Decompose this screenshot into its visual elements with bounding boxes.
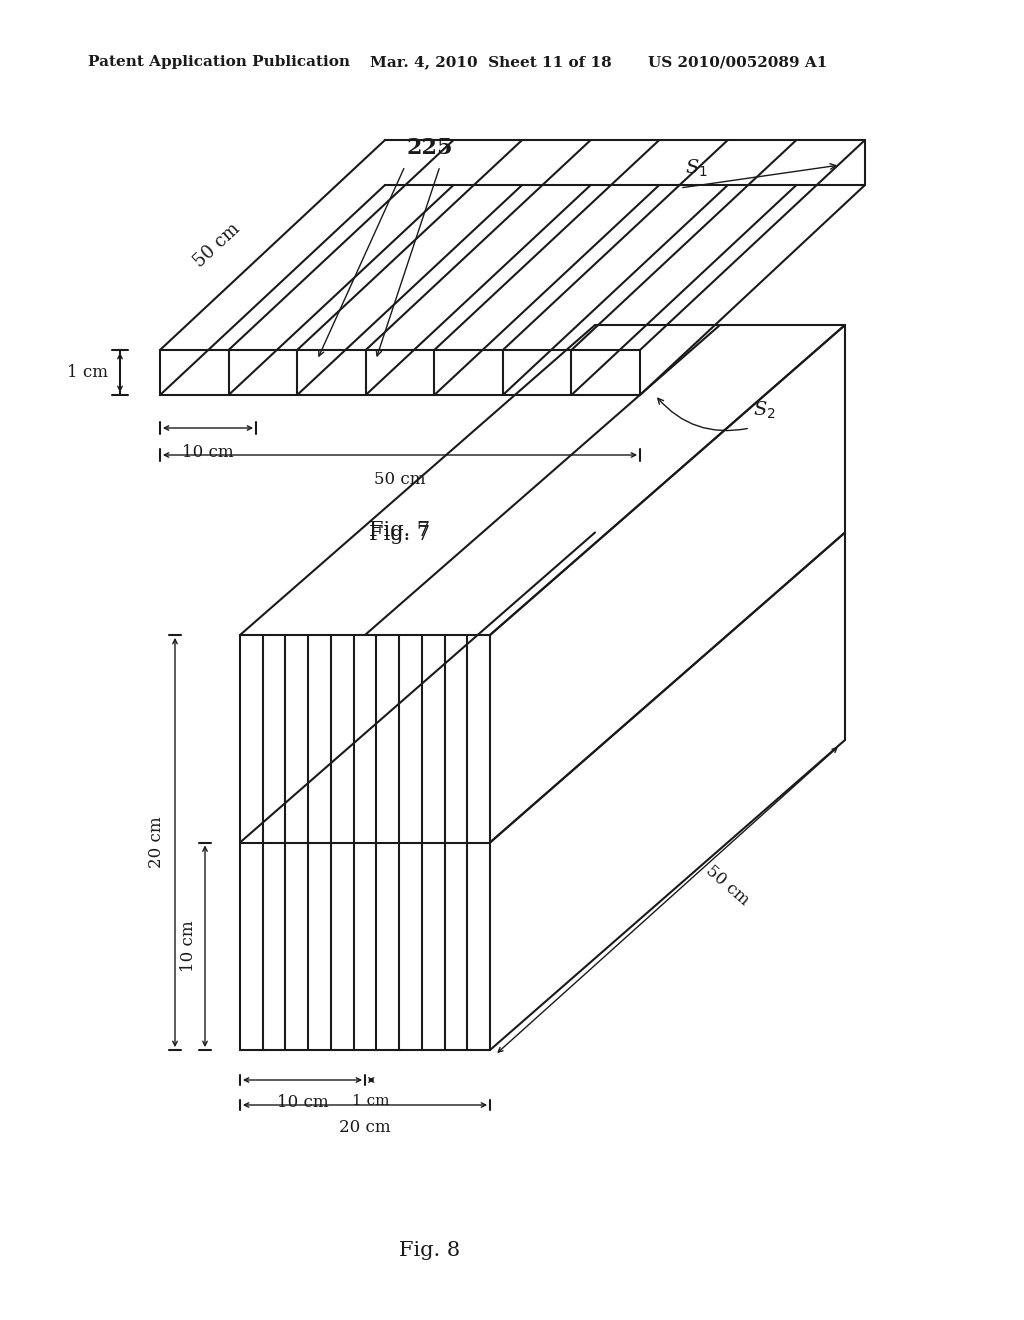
Text: Fig. 7: Fig. 7 bbox=[370, 520, 430, 540]
Text: 50 cm: 50 cm bbox=[190, 219, 244, 271]
Text: 50 cm: 50 cm bbox=[702, 862, 753, 908]
Text: 10 cm: 10 cm bbox=[276, 1094, 329, 1111]
Text: 20 cm: 20 cm bbox=[339, 1119, 391, 1137]
Text: US 2010/0052089 A1: US 2010/0052089 A1 bbox=[648, 55, 827, 69]
Text: S$_1$: S$_1$ bbox=[685, 157, 708, 178]
Text: S$_2$: S$_2$ bbox=[753, 400, 776, 421]
Text: Patent Application Publication: Patent Application Publication bbox=[88, 55, 350, 69]
Text: 20 cm: 20 cm bbox=[148, 817, 165, 869]
Text: 1 cm: 1 cm bbox=[67, 364, 108, 381]
Text: Mar. 4, 2010  Sheet 11 of 18: Mar. 4, 2010 Sheet 11 of 18 bbox=[370, 55, 611, 69]
Text: 10 cm: 10 cm bbox=[182, 444, 233, 461]
Text: 10 cm: 10 cm bbox=[180, 920, 197, 972]
Text: 225: 225 bbox=[407, 137, 454, 158]
Text: Fig. 7: Fig. 7 bbox=[370, 525, 430, 544]
Text: 50 cm: 50 cm bbox=[374, 471, 426, 488]
Text: Fig. 8: Fig. 8 bbox=[399, 1241, 461, 1259]
Text: 1 cm: 1 cm bbox=[352, 1094, 390, 1107]
